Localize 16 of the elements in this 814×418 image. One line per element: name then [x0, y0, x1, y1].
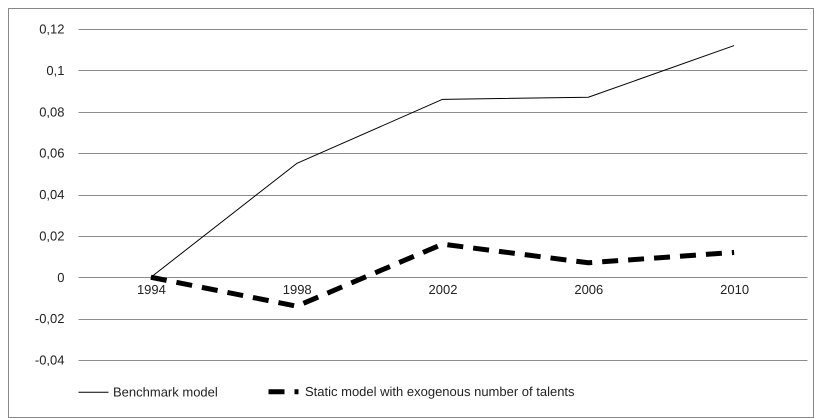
y-tick-label: 0,08: [39, 104, 64, 120]
x-tick-label: 2006: [574, 282, 604, 297]
y-tick-label: 0,04: [39, 187, 64, 202]
x-tick-label: 1994: [136, 282, 166, 297]
x-tick-label: 1998: [282, 282, 312, 297]
y-tick-label: 0,06: [39, 146, 64, 161]
y-tick-label: -0,04: [34, 352, 64, 368]
x-tick-label: 2002: [428, 282, 458, 297]
y-tick-label: -0,02: [34, 311, 64, 326]
legend-label: Static model with exogenous number of talents: [305, 384, 576, 399]
x-tick-label: 2010: [720, 282, 750, 297]
y-tick-label: 0,12: [39, 22, 64, 36]
legend-label: Benchmark model: [113, 384, 218, 400]
y-tick-label: 0,1: [46, 62, 64, 78]
y-tick-label: 0,02: [39, 228, 64, 244]
y-tick-label: 0: [57, 270, 64, 285]
